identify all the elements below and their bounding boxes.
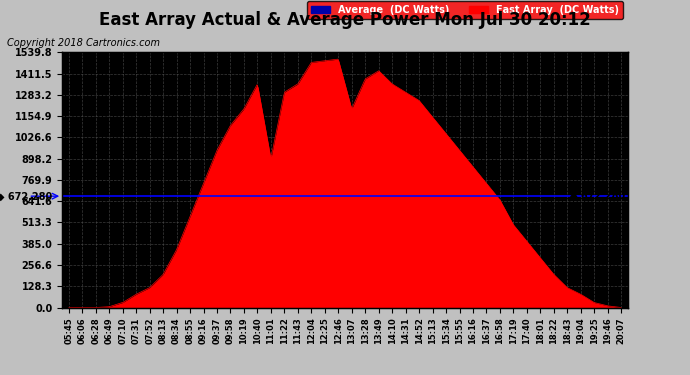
Text: East Array Actual & Average Power Mon Jul 30 20:12: East Array Actual & Average Power Mon Ju… xyxy=(99,11,591,29)
Text: ◆ 672.280: ◆ 672.280 xyxy=(570,191,625,201)
Text: Copyright 2018 Cartronics.com: Copyright 2018 Cartronics.com xyxy=(7,38,160,48)
Legend: Average  (DC Watts), East Array  (DC Watts): Average (DC Watts), East Array (DC Watts… xyxy=(307,1,623,19)
